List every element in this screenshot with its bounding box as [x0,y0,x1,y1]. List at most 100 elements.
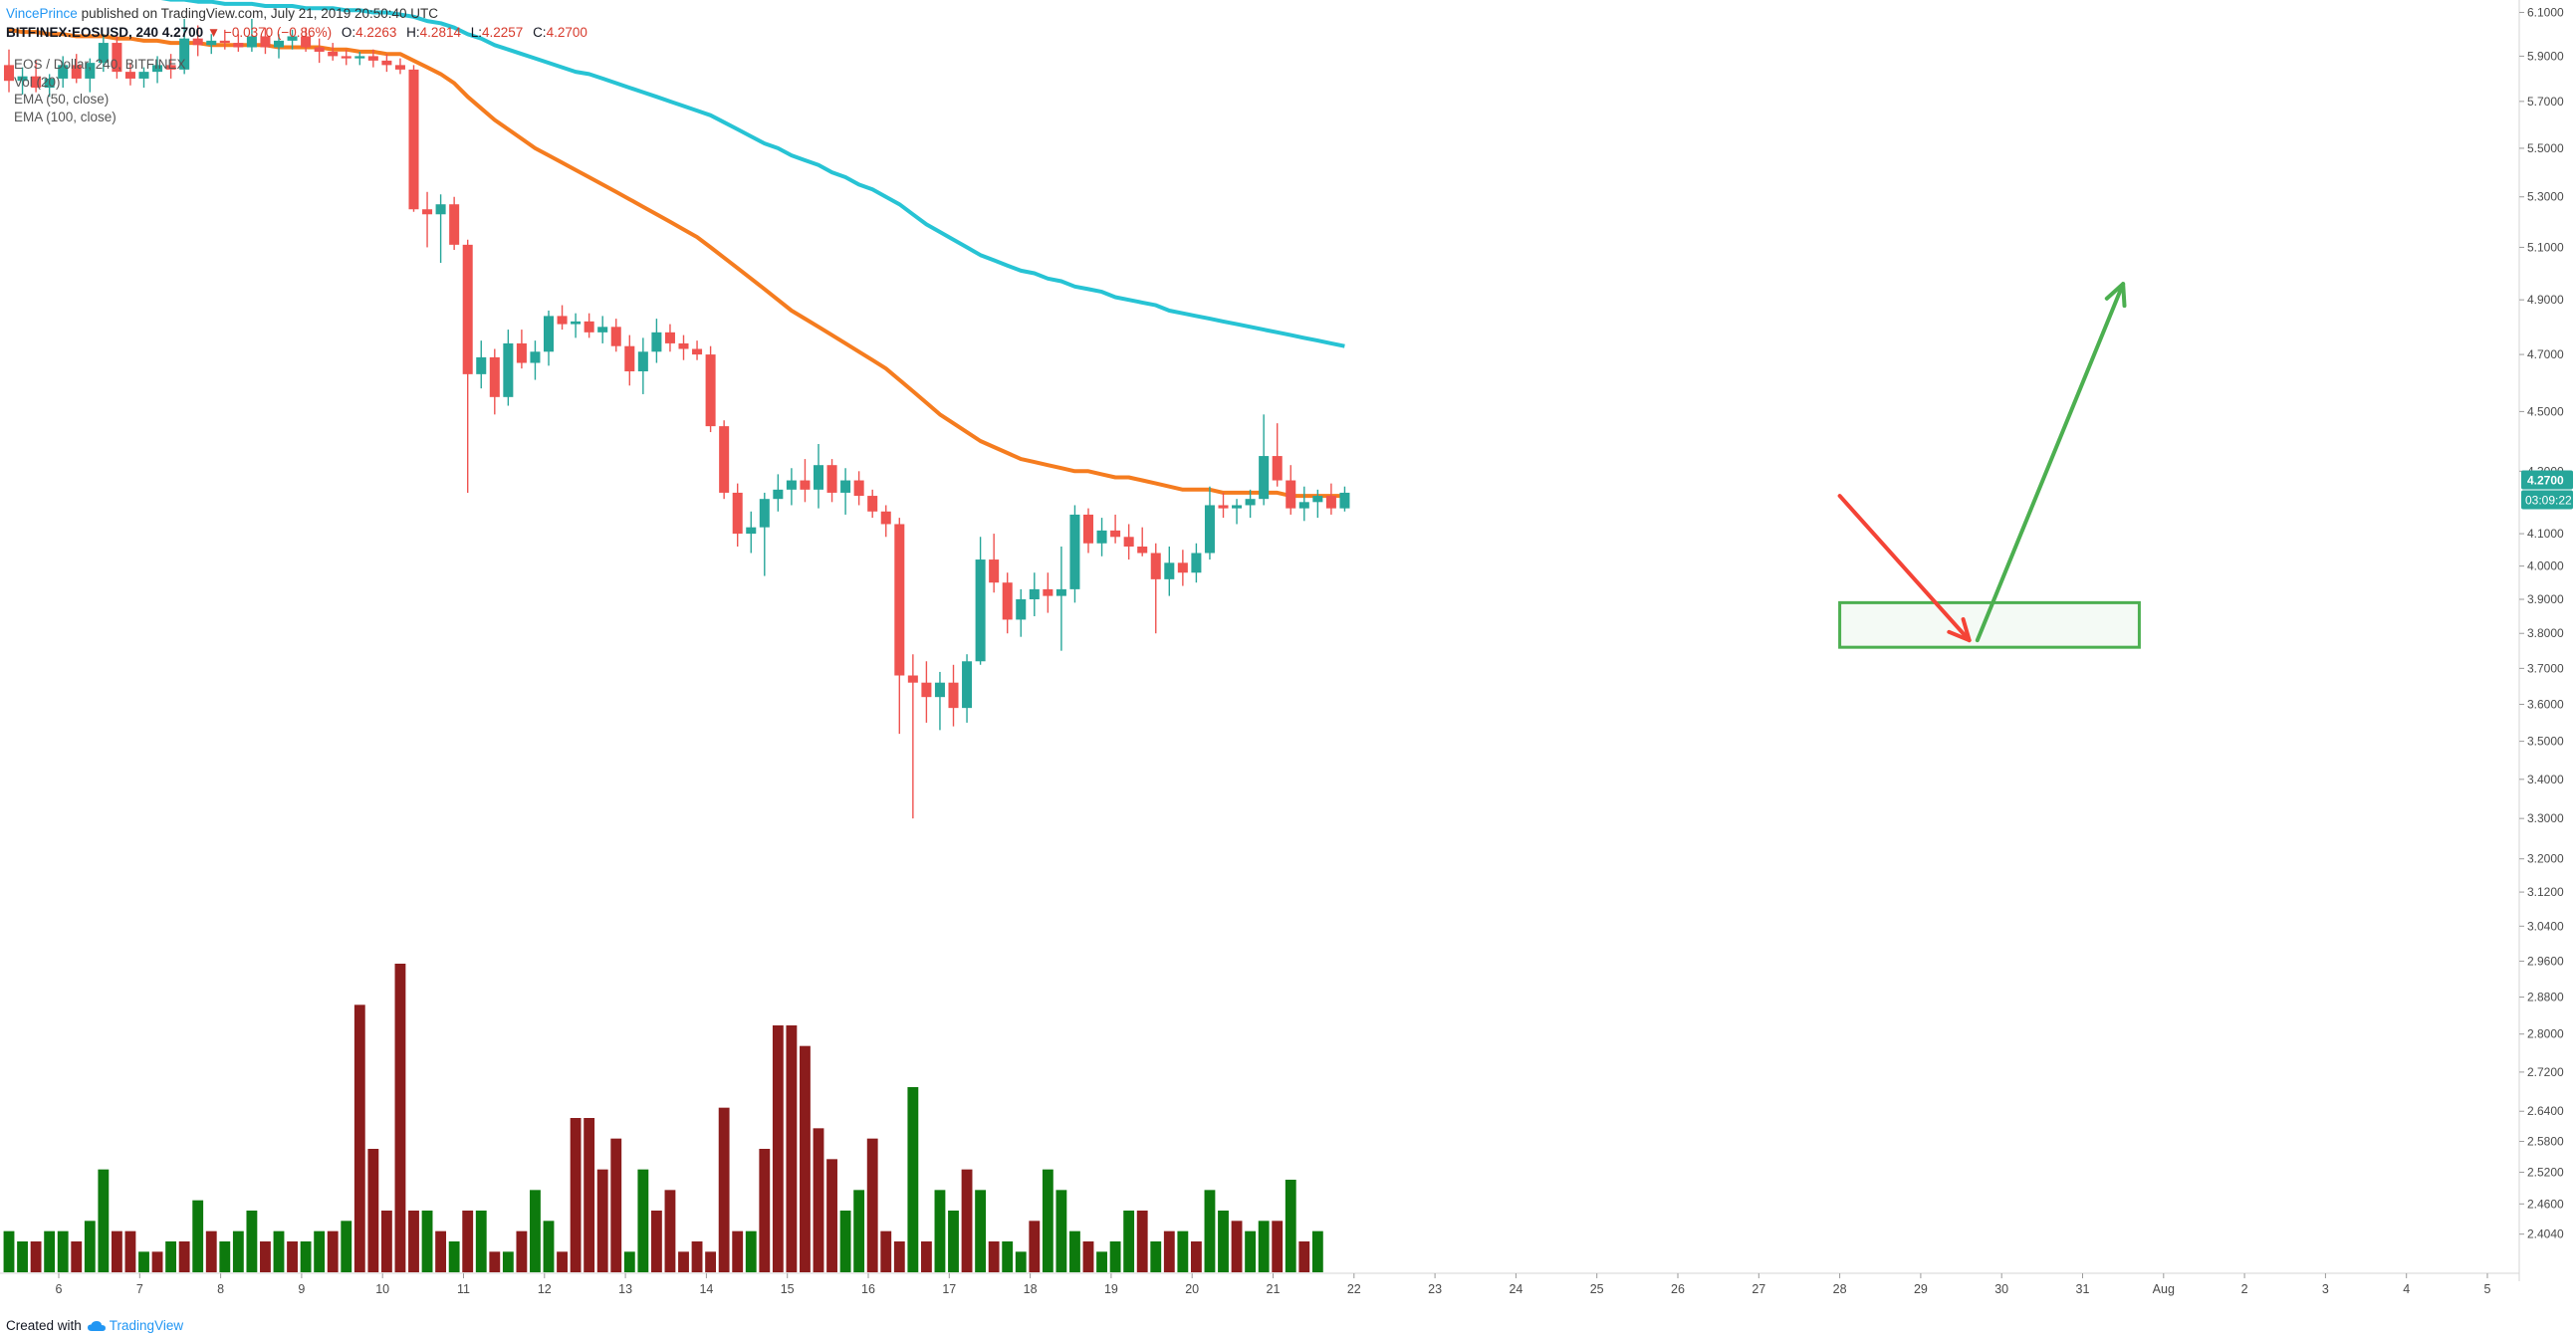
candle-body [489,356,500,397]
open-label: O: [341,25,356,40]
candle-body [98,43,109,64]
countdown-badge[interactable] [2521,490,2573,510]
volume-bar [691,1241,703,1272]
candle-body [462,244,473,374]
candle-body [1096,530,1107,544]
indicator-legend: EOS / Dollar, 240, BITFINEX Vol (20) EMA… [14,56,186,125]
volume-bar [192,1200,204,1272]
time-tick-label: 13 [618,1282,632,1296]
volume-bar [17,1241,28,1272]
price-tick-label: 3.4000 [2527,773,2564,786]
candle-body [1123,537,1134,547]
volume-bar [570,1118,582,1272]
volume-bar [44,1230,56,1272]
up-arrow-shaft[interactable] [1975,282,2126,643]
candle-body [1245,499,1256,506]
legend-vol[interactable]: Vol (20) [14,74,61,90]
volume-bars [3,964,1323,1272]
volume-bar [772,1025,784,1272]
candle-body [1312,496,1323,503]
legend-series-title[interactable]: EOS / Dollar, 240, BITFINEX [14,57,186,72]
volume-bar [664,1190,676,1272]
legend-ema100[interactable]: EMA (100, close) [14,109,117,124]
candle-body [975,559,986,662]
candle-body [301,36,312,48]
candle-body [597,327,608,333]
candle-body [3,65,15,82]
time-tick-label: 5 [2484,1282,2491,1296]
price-axis[interactable]: 6.1000 5.9000 5.7000 5.5000 5.3000 5.1000 4.90… [2519,5,2573,1241]
author-link[interactable]: VincePrince [6,6,78,21]
time-tick-label: 10 [375,1282,389,1296]
candle-body [408,69,419,210]
candle-body [719,426,730,493]
created-with-text: Created with [6,1318,82,1333]
volume-bar [1258,1221,1270,1272]
volume-bar [826,1159,837,1272]
close-value: 4.2700 [546,25,587,40]
time-tick-label: 23 [1428,1282,1442,1296]
volume-bar [327,1230,339,1272]
legend-ema50[interactable]: EMA (50, close) [14,92,110,108]
time-tick-label: 15 [781,1282,795,1296]
candle-body [571,321,582,325]
candle-body [435,204,446,215]
up-arrow-head[interactable] [2104,282,2127,309]
time-axis[interactable]: 6 7 8 9 10 11 12 13 14 15 16 17 18 19 20 21 22 23 24 25 26 27… [56,1273,2491,1296]
volume-bar [637,1169,649,1272]
down-arrow-head[interactable] [1947,617,1972,643]
candle-body [516,342,527,363]
candle-body [1069,514,1080,589]
volume-bar [866,1138,878,1272]
volume-bar [1298,1241,1310,1272]
time-tick-label: 20 [1185,1282,1199,1296]
candle-body [58,65,69,79]
footer-credit: Created with TradingView [6,1316,183,1336]
volume-bar [380,1211,392,1272]
candle-body [746,527,757,535]
candle-body [206,40,217,46]
candle-body [476,356,487,374]
volume-bar [475,1211,487,1272]
price-tick-label: 4.1000 [2527,527,2564,541]
ema100-line [160,0,1345,348]
candle-body [948,682,959,709]
candle-body [1150,553,1161,579]
volume-bar [839,1211,851,1272]
price-tick-label: 5.3000 [2527,190,2564,204]
price-tick-label: 4.7000 [2527,347,2564,361]
volume-bar [1029,1221,1041,1272]
symbol-label[interactable]: BITFINEX:EOSUSD, 240 [6,25,159,40]
candle-body [1002,582,1013,620]
candle-body [610,327,621,346]
low-label: L: [470,25,482,40]
volume-bar [1002,1241,1014,1272]
candle-body [152,65,163,73]
candle-body [705,354,716,427]
volume-bar [988,1241,1000,1272]
candle-body [71,65,82,79]
candle-body [1016,598,1027,620]
volume-bar [1190,1241,1202,1272]
last-price-badge[interactable] [2521,470,2573,490]
volume-bar [367,1149,379,1272]
volume-bar [1272,1221,1284,1272]
down-arrow-shaft[interactable] [1837,494,1972,643]
volume-bar [745,1230,757,1272]
volume-bar [516,1230,528,1272]
candle-body [840,480,851,493]
time-tick-label: 16 [861,1282,875,1296]
volume-bar [1204,1190,1216,1272]
candle-body [260,36,271,48]
price-tick-label: 4.0000 [2527,559,2564,573]
time-tick-label: 18 [1024,1282,1038,1296]
drawing-annotations[interactable] [1837,282,2141,649]
volume-bar [219,1241,231,1272]
volume-bar [623,1251,635,1272]
tradingview-logo[interactable]: TradingView [87,1316,183,1336]
time-tick-label: 22 [1347,1282,1361,1296]
candle-body [1029,588,1040,599]
volume-bar [1150,1241,1162,1272]
candle-body [1218,505,1229,509]
